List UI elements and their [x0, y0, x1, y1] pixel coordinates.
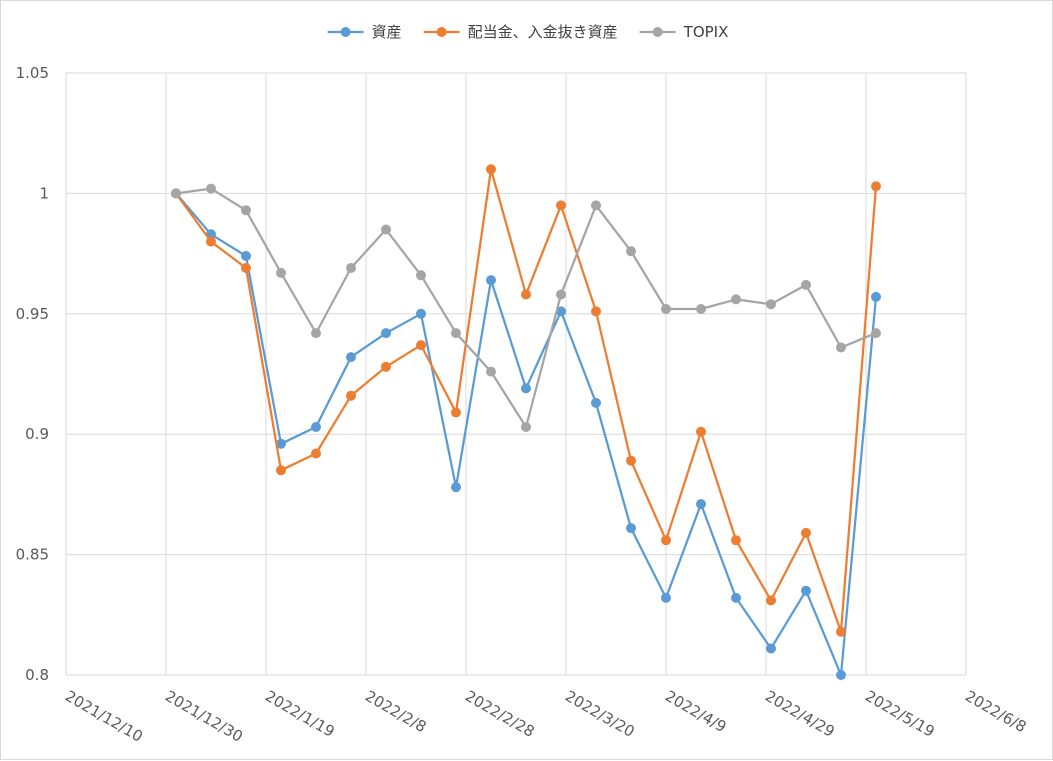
data-point [836, 626, 846, 637]
legend-label: TOPIX [683, 23, 729, 41]
data-point [626, 523, 636, 534]
data-point [486, 366, 496, 377]
data-point [766, 299, 776, 310]
data-point [556, 200, 566, 211]
series-layer [171, 164, 881, 680]
data-point [451, 482, 461, 493]
y-tick-label: 0.95 [16, 305, 49, 323]
data-point [661, 592, 671, 603]
data-point [346, 390, 356, 401]
data-point [276, 438, 286, 449]
data-point [311, 422, 321, 432]
data-point [276, 267, 286, 278]
data-point [486, 275, 496, 286]
data-point [766, 643, 776, 654]
data-point [346, 352, 356, 363]
data-point [206, 236, 216, 247]
data-point [836, 670, 846, 680]
data-point [241, 263, 251, 273]
series-group [171, 164, 881, 637]
data-point [381, 328, 391, 339]
data-point [416, 270, 426, 281]
data-point [521, 422, 531, 432]
x-tick-label: 2021/12/10 [62, 687, 146, 746]
data-point [696, 304, 706, 314]
data-point [381, 224, 391, 235]
data-point [311, 328, 321, 339]
data-point [171, 188, 181, 199]
legend-swatch-marker [652, 27, 663, 37]
y-tick-label: 0.8 [25, 666, 49, 684]
data-point [626, 455, 636, 466]
data-point [311, 448, 321, 459]
data-point [346, 263, 356, 273]
series-line [175, 168, 878, 633]
data-point [871, 328, 881, 339]
data-point [626, 246, 636, 257]
x-tick-label: 2022/5/19 [862, 687, 938, 741]
data-point [416, 308, 426, 319]
data-point [766, 595, 776, 606]
x-tick-label: 2022/4/29 [762, 687, 838, 741]
legend-swatch-marker [436, 27, 447, 37]
data-point [731, 535, 741, 546]
data-point [731, 294, 741, 305]
data-point [241, 251, 251, 261]
x-tick-label: 2021/12/30 [162, 687, 246, 746]
data-point [241, 205, 251, 216]
data-point [731, 592, 741, 603]
data-point [871, 181, 881, 192]
legend-label: 配当金、入金抜き資産 [468, 23, 618, 41]
data-point [276, 465, 286, 476]
data-point [206, 183, 216, 194]
legend-label: 資産 [372, 23, 402, 41]
data-point [591, 200, 601, 211]
x-tick-label: 2022/2/8 [362, 687, 429, 736]
data-point [416, 340, 426, 351]
y-tick-label: 0.9 [25, 425, 49, 443]
data-point [661, 304, 671, 314]
data-point [696, 426, 706, 437]
data-point [591, 397, 601, 408]
x-tick-label: 2022/2/28 [462, 687, 538, 741]
data-point [871, 291, 881, 302]
data-point [801, 585, 811, 596]
data-point [801, 279, 811, 290]
data-point [661, 535, 671, 546]
data-point [836, 342, 846, 353]
series-group [171, 188, 881, 680]
data-point [696, 499, 706, 509]
x-tick-label: 2022/4/9 [662, 687, 729, 736]
data-point [591, 306, 601, 317]
legend: 資産 配当金、入金抜き資産 TOPIX [327, 23, 729, 41]
data-point [801, 527, 811, 538]
data-point [521, 289, 531, 300]
x-tick-label: 2022/6/8 [962, 687, 1029, 736]
series-group [171, 183, 881, 432]
data-point [486, 164, 496, 175]
grid-lines [65, 72, 967, 676]
data-point [451, 407, 461, 418]
data-point [556, 289, 566, 300]
axes: 0.8 0.85 0.9 0.95 1 1.05 2021/12/10 2021/12/30 2… [16, 64, 1030, 746]
x-tick-label: 2022/1/19 [262, 687, 338, 741]
data-point [556, 306, 566, 317]
legend-swatch-marker [340, 27, 351, 37]
data-point [381, 361, 391, 372]
data-point [521, 383, 531, 394]
data-point [451, 328, 461, 339]
y-tick-label: 1 [39, 184, 49, 202]
y-tick-label: 1.05 [16, 64, 49, 82]
y-tick-label: 0.85 [16, 546, 49, 564]
x-tick-label: 2022/3/20 [562, 687, 638, 741]
